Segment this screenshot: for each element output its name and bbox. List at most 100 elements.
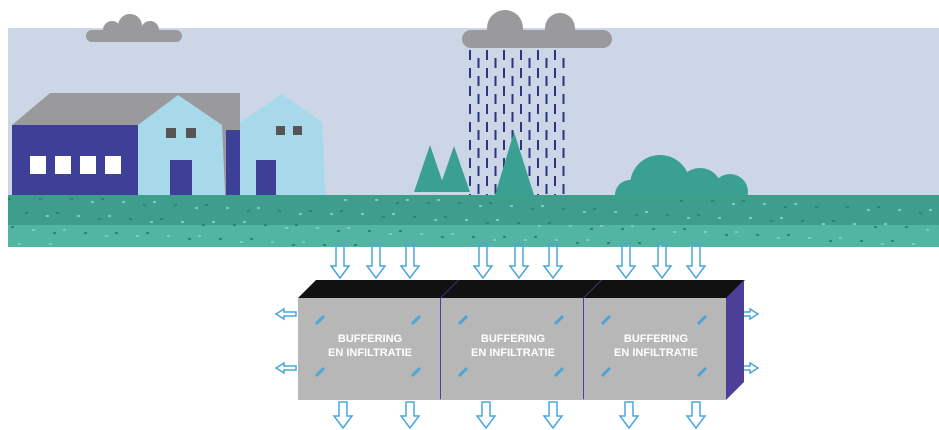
speckle	[302, 241, 305, 243]
speckle	[8, 198, 11, 200]
arrow	[365, 243, 387, 280]
speckle	[299, 213, 302, 215]
speckle	[846, 206, 849, 208]
speckle	[486, 222, 489, 224]
speckle	[451, 233, 454, 235]
arrow	[542, 243, 564, 280]
speckle	[53, 232, 56, 234]
speckle	[11, 226, 14, 228]
arrow	[685, 243, 707, 280]
speckle	[794, 203, 797, 205]
flow-icon	[410, 314, 422, 326]
speckle	[278, 210, 281, 212]
flow-icon	[553, 314, 565, 326]
speckle	[680, 200, 683, 202]
speckle	[153, 201, 156, 203]
speckle	[198, 235, 201, 237]
speckle	[115, 232, 118, 234]
speckle	[867, 209, 870, 211]
flow-icon	[457, 314, 469, 326]
speckle	[392, 213, 395, 215]
speckle	[472, 236, 475, 238]
speckle	[63, 229, 66, 231]
ground	[8, 195, 939, 247]
speckle	[382, 216, 385, 218]
arrow	[475, 401, 497, 430]
speckle	[285, 227, 288, 229]
speckle	[926, 229, 929, 231]
speckle	[763, 203, 766, 205]
speckle	[243, 221, 246, 223]
flow-icon	[410, 366, 422, 378]
speckle	[600, 225, 603, 227]
speckle	[687, 217, 690, 219]
speckle	[538, 225, 541, 227]
speckle	[590, 228, 593, 230]
speckle	[884, 223, 887, 225]
speckle	[108, 215, 111, 217]
speckle	[645, 211, 648, 213]
speckle	[853, 223, 856, 225]
crates: BUFFERING EN INFILTRATIE BUFFERING EN INFIL…	[298, 280, 745, 400]
speckle	[188, 238, 191, 240]
arrow	[399, 401, 421, 430]
crate-top	[441, 280, 602, 298]
speckle	[202, 224, 205, 226]
block-label: EN INFILTRATIE	[328, 347, 412, 359]
speckle	[323, 244, 326, 246]
flow-icon	[600, 314, 612, 326]
speckle	[898, 209, 901, 211]
speckle	[295, 224, 298, 226]
speckle	[399, 230, 402, 232]
speckle	[652, 228, 655, 230]
speckle	[25, 212, 28, 214]
speckle	[46, 215, 49, 217]
speckle	[496, 219, 499, 221]
arrow	[472, 243, 494, 280]
speckle	[18, 243, 21, 245]
speckle	[136, 235, 139, 237]
speckle	[98, 218, 101, 220]
flow-icon	[553, 366, 565, 378]
speckle	[406, 199, 409, 201]
speckle	[593, 208, 596, 210]
buildings	[12, 93, 326, 220]
speckle	[534, 236, 537, 238]
speckle	[711, 200, 714, 202]
speckle	[143, 204, 146, 206]
crate-top	[298, 280, 459, 298]
speckle	[84, 232, 87, 234]
speckle	[801, 220, 804, 222]
crate-top	[584, 280, 745, 298]
crate-front	[441, 298, 583, 400]
speckle	[309, 210, 312, 212]
speckle	[129, 218, 132, 220]
flow-icon	[696, 314, 708, 326]
speckle	[32, 229, 35, 231]
speckle	[479, 205, 482, 207]
speckle	[465, 219, 468, 221]
speckle	[586, 239, 589, 241]
speckle	[292, 244, 295, 246]
speckle	[860, 240, 863, 242]
speckle	[122, 201, 125, 203]
speckle	[808, 237, 811, 239]
speckle	[517, 222, 520, 224]
speckle	[458, 202, 461, 204]
block-label: BUFFERING	[624, 333, 688, 345]
arrow	[615, 243, 637, 280]
speckle	[697, 214, 700, 216]
speckle	[146, 232, 149, 234]
speckle	[271, 241, 274, 243]
speckle	[829, 240, 832, 242]
speckle	[91, 201, 94, 203]
speckle	[247, 210, 250, 212]
speckle	[929, 209, 932, 211]
speckle	[531, 208, 534, 210]
arrow	[399, 243, 421, 280]
speckle	[673, 231, 676, 233]
speckle	[361, 213, 364, 215]
speckle	[39, 198, 42, 200]
block-label: EN INFILTRATIE	[471, 347, 555, 359]
arrow	[274, 361, 297, 375]
